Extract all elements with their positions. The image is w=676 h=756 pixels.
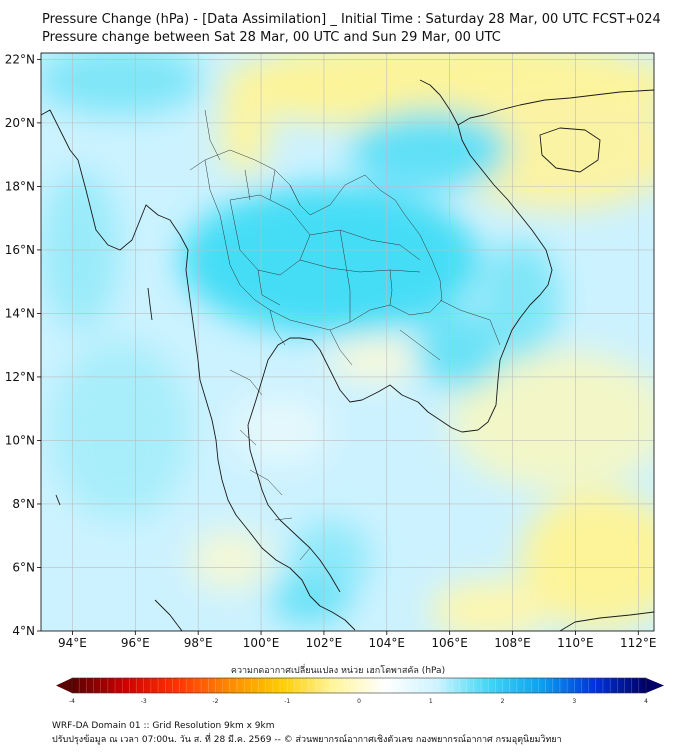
colorbar-tick-label: -1 bbox=[284, 698, 290, 705]
footer-credit: ปรับปรุงข้อมูล ณ เวลา 07:00น. วัน ส. ที่… bbox=[52, 735, 562, 745]
longitude-label: 112°E bbox=[620, 636, 657, 650]
latitude-label: 22°N bbox=[5, 52, 35, 66]
colorbar-tick-label: -2 bbox=[213, 698, 219, 705]
latitude-label: 12°N bbox=[5, 370, 35, 384]
longitude-label: 94°E bbox=[58, 636, 87, 650]
map-title: Pressure Change (hPa) - [Data Assimilati… bbox=[42, 12, 661, 27]
latitude-label: 20°N bbox=[5, 116, 35, 130]
latitude-label: 10°N bbox=[5, 433, 35, 447]
latitude-label: 16°N bbox=[5, 243, 35, 257]
colorbar-tick-label: -4 bbox=[69, 698, 75, 705]
latitude-label: 6°N bbox=[12, 560, 35, 574]
colorbar: -4 -3 -2 -1 0 1 2 3 4 bbox=[56, 677, 664, 705]
colorbar-min-extend bbox=[56, 678, 72, 693]
colorbar-tick-label: 3 bbox=[572, 698, 576, 705]
longitude-label: 108°E bbox=[494, 636, 531, 650]
map-frame bbox=[40, 52, 655, 632]
latitude-labels: 22°N 20°N 18°N 16°N 14°N 12°N 10°N 8°N 6°N 4°N bbox=[5, 52, 41, 638]
latitude-label: 18°N bbox=[5, 179, 35, 193]
longitude-label: 100°E bbox=[243, 636, 280, 650]
colorbar-gradient bbox=[72, 678, 646, 693]
admin-boundaries bbox=[189, 109, 501, 561]
map-subtitle: Pressure change between Sat 28 Mar, 00 U… bbox=[42, 30, 501, 45]
graticule bbox=[41, 53, 654, 631]
longitude-label: 104°E bbox=[369, 636, 406, 650]
longitude-labels: 94°E 96°E 98°E 100°E 102°E 104°E 106°E 108°E 110… bbox=[58, 631, 657, 650]
longitude-label: 102°E bbox=[306, 636, 343, 650]
coastlines bbox=[41, 79, 654, 631]
longitude-label: 110°E bbox=[557, 636, 594, 650]
latitude-label: 14°N bbox=[5, 306, 35, 320]
latitude-label: 4°N bbox=[12, 624, 35, 638]
colorbar-frame bbox=[71, 677, 647, 694]
colorbar-label: ความกดอากาศเปลี่ยนแปลง หน่วย เฮกโตพาสคัล… bbox=[230, 666, 446, 676]
colorbar-tick-label: 2 bbox=[501, 698, 505, 705]
latitude-label: 8°N bbox=[12, 497, 35, 511]
colorbar-max-extend bbox=[646, 678, 664, 693]
longitude-label: 96°E bbox=[121, 636, 150, 650]
colorbar-tick-label: 1 bbox=[429, 698, 433, 705]
pressure-field bbox=[41, 53, 654, 631]
longitude-label: 98°E bbox=[184, 636, 213, 650]
colorbar-tick-label: -3 bbox=[141, 698, 147, 705]
longitude-label: 106°E bbox=[431, 636, 468, 650]
colorbar-tick-label: 4 bbox=[644, 698, 648, 705]
footer-model-info: WRF-DA Domain 01 :: Grid Resolution 9km … bbox=[52, 721, 275, 731]
colorbar-tick-label: 0 bbox=[357, 698, 361, 705]
